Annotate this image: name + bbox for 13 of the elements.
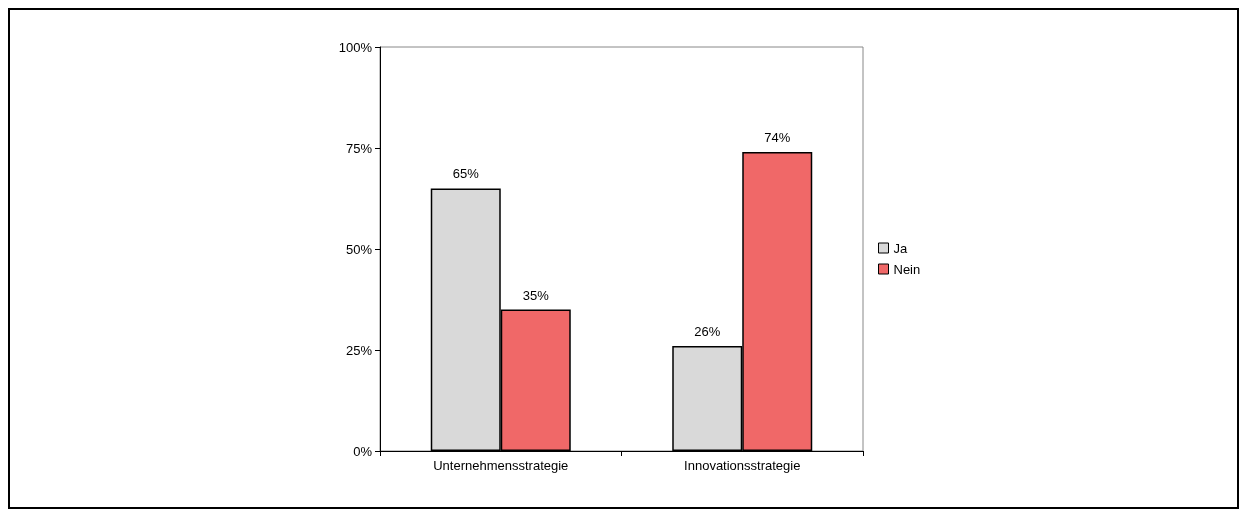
data-label: 26% [694, 323, 721, 339]
legend-label: Ja [893, 240, 908, 256]
data-label: 74% [764, 130, 791, 146]
y-tick-label: 0% [353, 443, 373, 459]
data-label: 65% [452, 166, 480, 182]
legend-label: Nein [893, 261, 921, 277]
y-tick-label: 100% [338, 39, 373, 55]
data-label: 35% [522, 287, 550, 303]
y-tick-label: 50% [345, 241, 373, 257]
x-tick-label: Unternehmensstrategie [433, 458, 569, 473]
x-tick-label: Innovationsstrategie [684, 458, 801, 473]
y-tick-label: 25% [345, 342, 373, 358]
y-tick-label: 75% [345, 140, 373, 156]
